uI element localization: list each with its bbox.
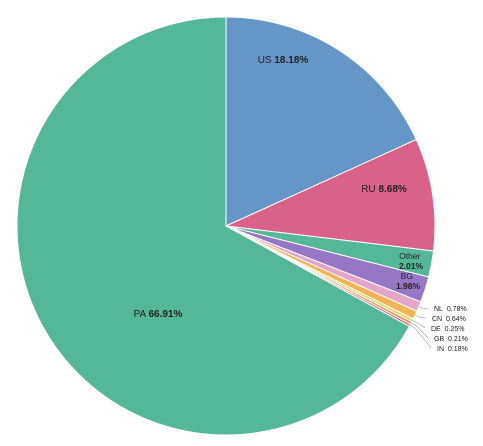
slice-label-in: IN 0.18%	[437, 346, 468, 353]
slice-label-ru: RU 8.68%	[361, 184, 407, 195]
leader-lines	[409, 306, 432, 349]
leader-line-in	[409, 325, 432, 349]
pie-slice-us	[225, 16, 417, 227]
slice-label-nl: NL 0.78%	[434, 306, 467, 313]
slice-label-gb: GB 0.21%	[434, 336, 468, 343]
slice-label-de: DE 0.25%	[431, 326, 464, 333]
leader-line-cn	[414, 314, 427, 319]
slice-label-cn: CN 0.64%	[432, 316, 466, 323]
pie-slice-pa	[16, 16, 411, 436]
pie-slices	[16, 16, 436, 436]
slice-label-other: Other 2.01%	[399, 251, 424, 271]
slice-label-bg: BG 1.98%	[396, 271, 421, 291]
leader-line-de	[412, 320, 426, 329]
slice-label-us: US 18.18%	[258, 55, 309, 66]
leader-line-nl	[418, 306, 429, 310]
leader-line-gb	[410, 322, 429, 339]
slice-label-pa: PA 66.91%	[134, 309, 183, 320]
pie-slice-ru	[224, 138, 436, 252]
